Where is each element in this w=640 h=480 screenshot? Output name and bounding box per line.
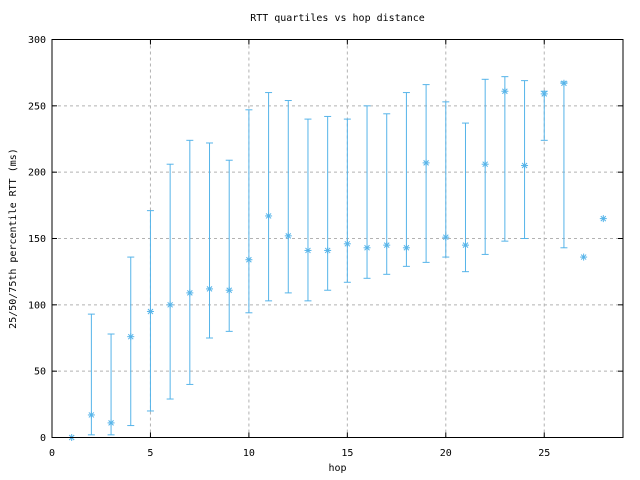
x-tick-label: 15 [341, 448, 353, 459]
marker-stroke [442, 234, 449, 241]
marker-stroke [226, 287, 233, 294]
median-marker [265, 212, 273, 220]
x-axis-label: hop [328, 463, 346, 474]
y-tick-label: 250 [28, 101, 46, 112]
median-marker [107, 419, 115, 427]
median-marker [186, 289, 194, 297]
median-marker [560, 79, 568, 87]
median-marker [166, 301, 174, 309]
x-tick-label: 10 [243, 448, 255, 459]
marker-stroke [344, 240, 351, 247]
median-marker [284, 232, 292, 240]
marker-stroke [423, 160, 429, 166]
median-marker [206, 285, 214, 293]
marker-stroke [502, 88, 508, 95]
y-tick-label: 50 [34, 367, 46, 378]
median-marker [363, 244, 371, 252]
median-marker [521, 162, 529, 170]
marker-stroke [167, 301, 173, 308]
x-tick-label: 0 [49, 448, 55, 459]
median-marker [442, 233, 450, 241]
marker-stroke [265, 213, 272, 219]
y-tick-label: 200 [28, 168, 46, 179]
x-tick-label: 20 [440, 448, 452, 459]
x-tick-label: 5 [147, 448, 153, 459]
marker-stroke [147, 308, 154, 315]
median-marker [501, 87, 509, 95]
marker-stroke [186, 290, 193, 296]
median-marker [225, 286, 233, 294]
data-series [68, 76, 607, 441]
x-tick-label: 25 [538, 448, 550, 459]
median-marker [580, 253, 588, 261]
median-marker [461, 241, 469, 249]
median-marker [87, 411, 95, 419]
y-tick-label: 100 [28, 300, 46, 311]
median-marker [481, 160, 489, 168]
median-marker [540, 90, 548, 98]
marker-stroke [364, 244, 370, 251]
marker-stroke [305, 247, 311, 254]
marker-stroke [600, 215, 607, 222]
median-marker [599, 215, 607, 223]
median-marker [304, 246, 312, 254]
median-marker [383, 241, 391, 249]
marker-stroke [324, 247, 331, 254]
median-marker [422, 159, 430, 167]
y-tick-label: 150 [28, 234, 46, 245]
marker-stroke [206, 286, 213, 292]
marker-stroke [561, 80, 567, 87]
median-marker [127, 333, 135, 341]
median-marker [146, 307, 154, 315]
marker-stroke [580, 254, 587, 260]
median-marker [402, 244, 410, 252]
marker-stroke [521, 162, 528, 169]
axes-and-ticks [51, 39, 624, 438]
marker-stroke [108, 420, 114, 426]
marker-stroke [383, 242, 390, 248]
grid-lines [52, 39, 623, 438]
marker-stroke [462, 242, 469, 248]
median-marker [324, 246, 332, 254]
marker-stroke [285, 232, 292, 239]
y-tick-label: 300 [28, 35, 46, 46]
marker-stroke [88, 412, 95, 418]
marker-stroke [403, 244, 410, 251]
y-axis-label: 25/50/75th percentile RTT (ms) [8, 148, 19, 329]
marker-stroke [127, 333, 134, 340]
marker-stroke [541, 91, 548, 97]
marker-stroke [482, 161, 489, 168]
marker-stroke [246, 256, 252, 263]
y-tick-label: 0 [40, 433, 46, 444]
median-marker [245, 256, 253, 264]
chart-title: RTT quartiles vs hop distance [250, 13, 425, 24]
median-marker [343, 240, 351, 248]
